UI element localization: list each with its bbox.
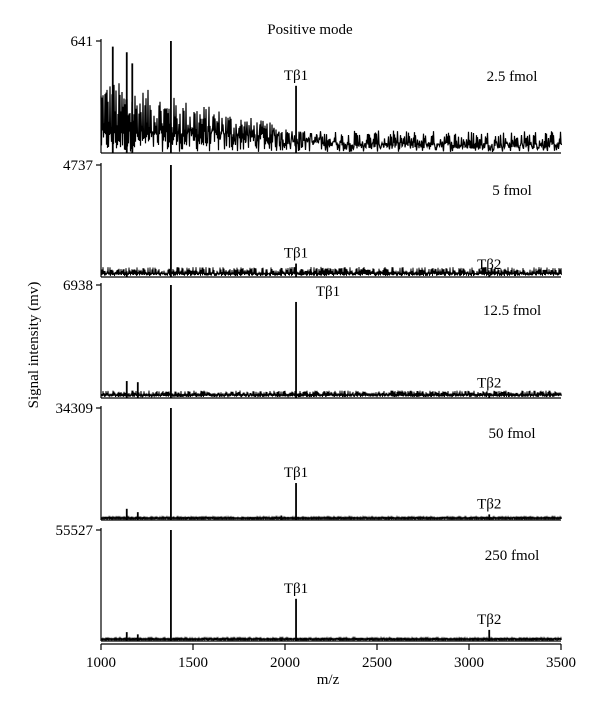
panel-4: 34309 Tβ1 Tβ2 50 fmol	[56, 401, 562, 521]
panel-2: 4737 Tβ1 Tβ2 5 fmol	[63, 158, 562, 278]
peak-label: Tβ1	[284, 465, 308, 481]
panel-ymax-label: 6938	[63, 278, 93, 294]
x-tick-label: 1000	[86, 655, 116, 671]
x-tick-label: 3000	[454, 655, 484, 671]
spectrum-trace	[100, 635, 562, 642]
x-tick-label: 1500	[178, 655, 208, 671]
peak-label: Tβ1	[284, 246, 308, 262]
x-axis-label: m/z	[317, 672, 340, 688]
spectrum-trace	[100, 515, 562, 521]
x-axis: 1000 1500 2000 2500 3000 3500	[86, 643, 576, 671]
y-axis-label: Signal intensity (mv)	[26, 282, 42, 409]
spectrum-trace	[100, 266, 562, 277]
panel-concentration-label: 50 fmol	[488, 426, 535, 442]
panel-concentration-label: 2.5 fmol	[487, 69, 538, 85]
spectrum-trace	[100, 83, 563, 153]
peak-label: Tβ1	[284, 68, 308, 84]
spectra-panels: 641 Tβ1 2.5 fmol 4737 Tβ1 Tβ2 5 fmol 6938 Tβ1 Tβ2…	[56, 34, 563, 642]
peak-label: Tβ2	[477, 375, 501, 391]
peak-label: Tβ2	[477, 496, 501, 512]
panel-ymax-label: 641	[71, 34, 94, 50]
peak-label: Tβ1	[316, 284, 340, 300]
peak-label: Tβ2	[477, 612, 501, 628]
panel-concentration-label: 12.5 fmol	[483, 303, 541, 319]
spectrum-trace	[100, 390, 562, 399]
panel-concentration-label: 250 fmol	[485, 548, 540, 564]
panel-1: 641 Tβ1 2.5 fmol	[71, 34, 563, 154]
panel-concentration-label: 5 fmol	[492, 183, 532, 199]
chart-title: Positive mode	[267, 22, 353, 38]
x-tick-label: 2000	[270, 655, 300, 671]
panel-ymax-label: 4737	[63, 158, 94, 174]
x-tick-label: 2500	[362, 655, 392, 671]
panel-5: 55527 Tβ1 Tβ2 250 fmol	[56, 523, 562, 642]
panel-ymax-label: 55527	[56, 523, 94, 539]
peak-label: Tβ1	[284, 581, 308, 597]
panel-ymax-label: 34309	[56, 401, 94, 417]
x-tick-label: 3500	[546, 655, 576, 671]
panel-3: 6938 Tβ1 Tβ2 12.5 fmol	[63, 278, 562, 399]
peak-label: Tβ2	[477, 257, 501, 273]
